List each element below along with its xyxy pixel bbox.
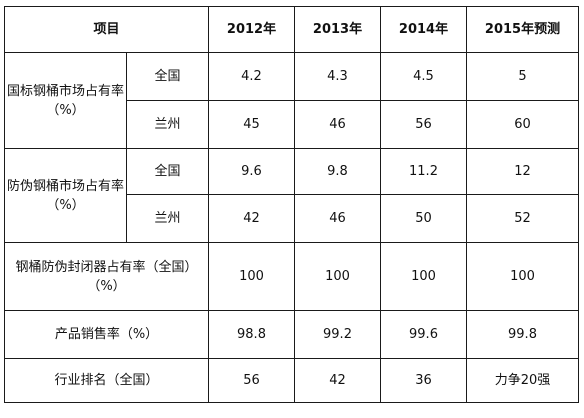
table-cell: 99.6: [380, 310, 467, 359]
table-row: 兰州 45 46 56 60: [5, 100, 579, 149]
header-row: 项目 2012年 2013年 2014年 2015年预测: [4, 6, 579, 53]
region-label: 全国: [126, 148, 209, 195]
table-row: 国标钢桶市场占有率（%） 全国 4.2 4.3 4.5 5: [4, 52, 579, 149]
table-cell: 52: [466, 194, 579, 243]
table-cell: 4.3: [294, 52, 381, 101]
table-row: 行业排名（全国） 56 42 36 力争20强: [4, 358, 579, 403]
table-cell: 56: [380, 100, 467, 149]
region-label: 全国: [126, 52, 209, 101]
table-row: 防伪钢桶市场占有率（%） 全国 9.6 9.8 11.2 12: [4, 148, 579, 243]
header-item: 项目: [4, 6, 209, 53]
table-cell: 42: [294, 358, 381, 403]
table-cell: 力争20强: [466, 358, 579, 403]
table-cell: 9.8: [294, 148, 381, 195]
table-cell: 50: [380, 194, 467, 243]
table-cell: 42: [208, 194, 295, 243]
table-cell: 4.2: [208, 52, 295, 101]
table-cell: 100: [208, 242, 295, 311]
table-cell: 56: [208, 358, 295, 403]
header-year: 2013年: [294, 6, 381, 53]
header-year: 2014年: [380, 6, 467, 53]
row-label: 行业排名（全国）: [4, 358, 209, 403]
data-table: 项目 2012年 2013年 2014年 2015年预测 国标钢桶市场占有率（%…: [4, 6, 579, 403]
table-cell: 11.2: [380, 148, 467, 195]
group-label: 防伪钢桶市场占有率（%）: [4, 148, 127, 243]
table-row: 产品销售率（%） 98.8 99.2 99.6 99.8: [4, 310, 579, 359]
table-cell: 36: [380, 358, 467, 403]
table-cell: 46: [294, 194, 381, 243]
table-cell: 9.6: [208, 148, 295, 195]
table-cell: 12: [466, 148, 579, 195]
table-cell: 5: [466, 52, 579, 101]
table-row: 钢桶防伪封闭器占有率（全国）（%） 100 100 100 100: [4, 242, 579, 311]
table-cell: 46: [294, 100, 381, 149]
table-cell: 99.2: [294, 310, 381, 359]
row-label: 产品销售率（%）: [4, 310, 209, 359]
table-cell: 60: [466, 100, 579, 149]
table-cell: 99.8: [466, 310, 579, 359]
group-label: 国标钢桶市场占有率（%）: [4, 52, 127, 149]
table-cell: 45: [208, 100, 295, 149]
region-label: 兰州: [126, 100, 209, 149]
table-cell: 100: [380, 242, 467, 311]
region-label: 兰州: [126, 194, 209, 243]
header-year: 2012年: [208, 6, 295, 53]
table-cell: 100: [466, 242, 579, 311]
table-row: 兰州 42 46 50 52: [5, 194, 579, 243]
table-cell: 98.8: [208, 310, 295, 359]
row-label: 钢桶防伪封闭器占有率（全国）（%）: [4, 242, 209, 311]
header-year: 2015年预测: [466, 6, 579, 53]
table-cell: 100: [294, 242, 381, 311]
table-cell: 4.5: [380, 52, 467, 101]
